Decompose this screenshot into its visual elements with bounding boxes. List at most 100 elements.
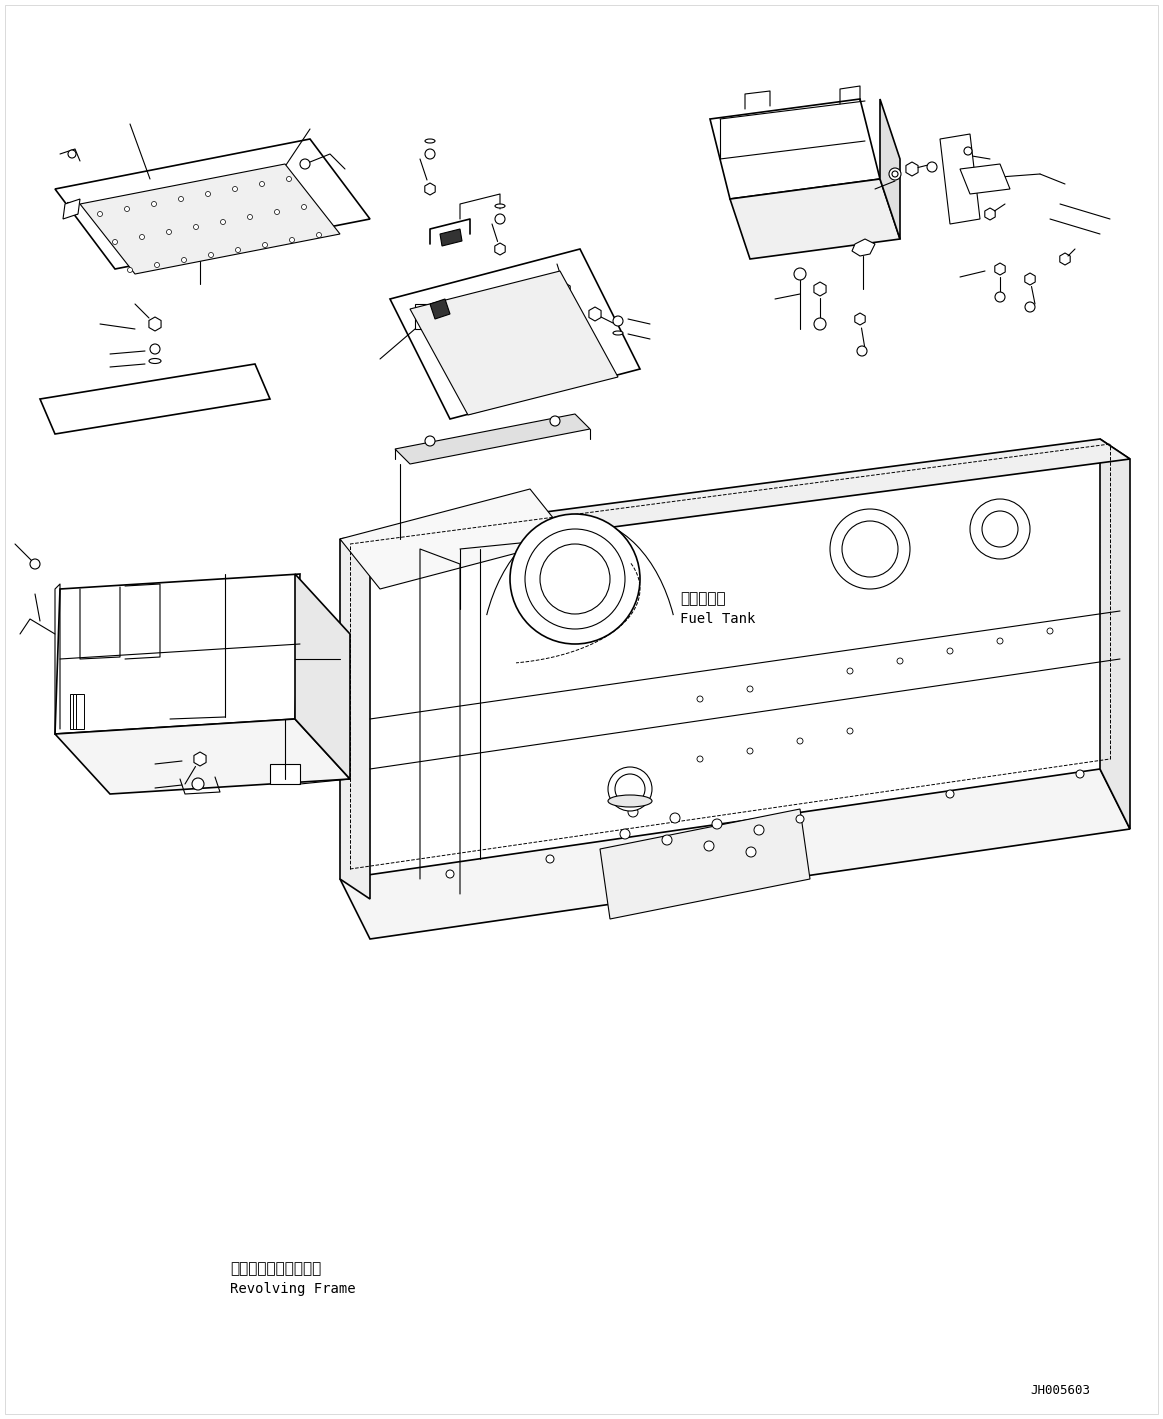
- Circle shape: [1025, 302, 1035, 312]
- Circle shape: [814, 318, 826, 331]
- Polygon shape: [1025, 272, 1035, 285]
- Circle shape: [193, 224, 199, 230]
- Circle shape: [495, 214, 505, 224]
- Polygon shape: [440, 228, 462, 245]
- Polygon shape: [494, 243, 505, 255]
- Circle shape: [248, 214, 252, 220]
- Polygon shape: [63, 199, 80, 219]
- Circle shape: [704, 841, 714, 851]
- Circle shape: [747, 748, 752, 753]
- Polygon shape: [855, 314, 865, 325]
- Circle shape: [300, 159, 311, 169]
- Circle shape: [155, 263, 159, 268]
- Circle shape: [274, 210, 279, 214]
- Polygon shape: [55, 575, 300, 734]
- Circle shape: [997, 639, 1003, 644]
- Circle shape: [290, 237, 294, 243]
- Polygon shape: [424, 183, 435, 194]
- Ellipse shape: [613, 331, 623, 335]
- Circle shape: [608, 768, 652, 812]
- Text: 燃料タンク: 燃料タンク: [680, 592, 726, 606]
- Polygon shape: [730, 179, 900, 260]
- Polygon shape: [80, 165, 340, 274]
- Circle shape: [545, 856, 554, 863]
- Ellipse shape: [149, 359, 160, 363]
- Polygon shape: [194, 752, 206, 766]
- Polygon shape: [149, 316, 160, 331]
- Ellipse shape: [424, 139, 435, 143]
- Circle shape: [1076, 771, 1084, 778]
- Polygon shape: [1100, 438, 1130, 829]
- Circle shape: [697, 756, 702, 762]
- Polygon shape: [994, 263, 1005, 275]
- Circle shape: [613, 316, 623, 326]
- Circle shape: [178, 196, 184, 201]
- Circle shape: [1047, 629, 1053, 634]
- Polygon shape: [944, 153, 955, 165]
- Polygon shape: [430, 299, 450, 319]
- Polygon shape: [55, 719, 350, 795]
- Circle shape: [166, 230, 171, 234]
- Circle shape: [892, 172, 898, 177]
- Polygon shape: [709, 99, 880, 199]
- Polygon shape: [411, 271, 618, 414]
- Circle shape: [511, 514, 640, 644]
- Polygon shape: [588, 307, 601, 321]
- Circle shape: [128, 268, 133, 272]
- Polygon shape: [880, 99, 900, 238]
- Polygon shape: [55, 139, 370, 270]
- Circle shape: [208, 253, 214, 257]
- Circle shape: [550, 416, 561, 426]
- Circle shape: [140, 234, 144, 240]
- Circle shape: [897, 658, 902, 664]
- Circle shape: [857, 346, 866, 356]
- Circle shape: [754, 824, 764, 834]
- Circle shape: [181, 257, 186, 263]
- Text: Fuel Tank: Fuel Tank: [680, 612, 756, 626]
- Polygon shape: [959, 165, 1009, 194]
- Circle shape: [889, 167, 901, 180]
- Circle shape: [67, 150, 76, 158]
- Ellipse shape: [495, 204, 505, 209]
- Polygon shape: [814, 282, 826, 297]
- Circle shape: [445, 870, 454, 878]
- Circle shape: [628, 807, 638, 817]
- Circle shape: [235, 247, 241, 253]
- Circle shape: [263, 243, 267, 247]
- Polygon shape: [852, 238, 875, 255]
- Circle shape: [947, 648, 952, 654]
- Circle shape: [830, 509, 909, 589]
- Text: Revolving Frame: Revolving Frame: [230, 1281, 356, 1296]
- Circle shape: [124, 207, 129, 211]
- Bar: [415, 304, 445, 329]
- Circle shape: [233, 186, 237, 192]
- Circle shape: [150, 343, 160, 353]
- Circle shape: [946, 790, 954, 797]
- Polygon shape: [1059, 253, 1070, 265]
- Bar: [76, 694, 84, 729]
- Circle shape: [424, 149, 435, 159]
- Polygon shape: [340, 490, 570, 589]
- Circle shape: [712, 819, 722, 829]
- Polygon shape: [395, 414, 590, 464]
- Circle shape: [747, 685, 752, 692]
- Circle shape: [970, 499, 1030, 559]
- Text: レボルビングフレーム: レボルビングフレーム: [230, 1261, 321, 1277]
- Polygon shape: [340, 539, 370, 900]
- Bar: [67, 201, 77, 214]
- Circle shape: [615, 773, 645, 805]
- Circle shape: [745, 847, 756, 857]
- Circle shape: [927, 162, 937, 172]
- Circle shape: [540, 543, 611, 614]
- Circle shape: [982, 511, 1018, 546]
- Circle shape: [795, 815, 804, 823]
- Circle shape: [98, 211, 102, 217]
- Polygon shape: [940, 133, 980, 224]
- Circle shape: [794, 268, 806, 280]
- Polygon shape: [340, 438, 1130, 559]
- Circle shape: [316, 233, 321, 237]
- Circle shape: [221, 220, 226, 224]
- Circle shape: [697, 695, 702, 702]
- Circle shape: [996, 292, 1005, 302]
- Polygon shape: [295, 575, 350, 779]
